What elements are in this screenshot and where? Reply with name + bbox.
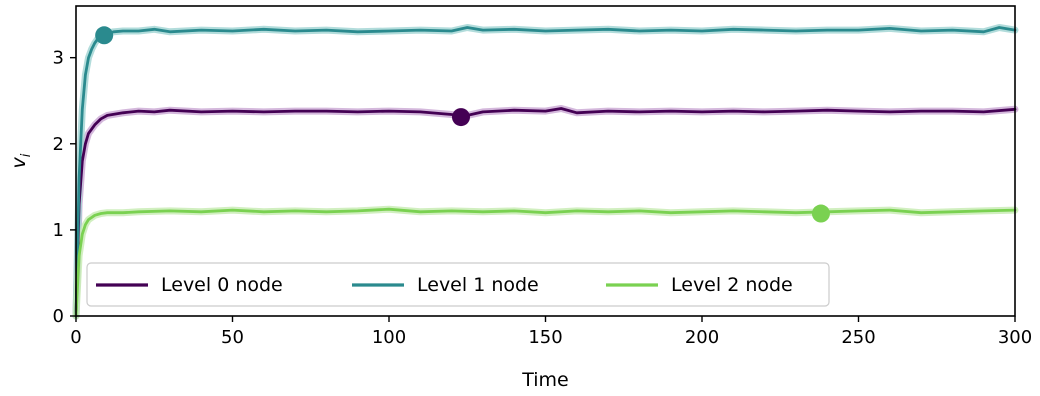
line-series-0 (74, 107, 1017, 318)
x-tick-label-4: 200 (685, 327, 719, 348)
x-axis-label: Time (521, 369, 569, 391)
y-tick-label-1: 1 (53, 220, 64, 241)
marker-series-1 (95, 26, 114, 45)
series-markers (95, 26, 830, 223)
x-tick-label-1: 50 (221, 327, 244, 348)
x-tick-label-2: 100 (372, 327, 406, 348)
marker-series-0 (451, 108, 470, 127)
x-tick-label-5: 250 (841, 327, 875, 348)
legend-label-0: Level 0 node (161, 274, 283, 296)
x-tick-label-3: 150 (528, 327, 562, 348)
legend: Level 0 node Level 1 node Level 2 node (86, 262, 830, 307)
y-axis-label-subscript: i (19, 153, 34, 157)
x-tick-label-0: 0 (70, 327, 81, 348)
y-tick-label-3: 3 (53, 48, 64, 69)
y-axis-label-main: v (8, 156, 30, 168)
legend-label-1: Level 1 node (417, 274, 539, 296)
legend-box (86, 262, 830, 307)
y-axis: 0 1 2 3 (53, 48, 76, 327)
x-tick-label-6: 300 (998, 327, 1032, 348)
y-tick-label-0: 0 (53, 306, 64, 327)
marker-series-2 (811, 204, 830, 223)
legend-label-2: Level 2 node (671, 274, 793, 296)
y-axis-label: vi (8, 153, 34, 168)
x-axis: 0 50 100 150 200 250 300 (70, 316, 1032, 348)
y-tick-label-2: 2 (53, 134, 64, 155)
